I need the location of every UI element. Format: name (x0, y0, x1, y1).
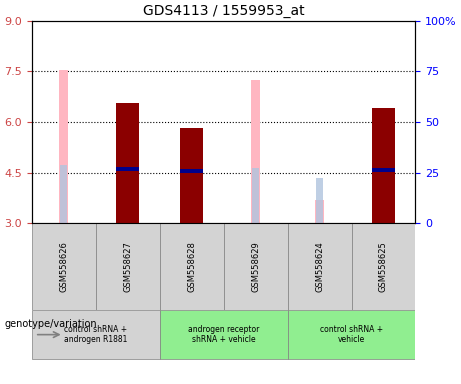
Bar (117, 167, 139, 170)
Bar (372, 168, 395, 172)
Bar (180, 169, 203, 173)
Text: genotype/variation: genotype/variation (5, 319, 97, 329)
Text: GSM558628: GSM558628 (187, 242, 196, 292)
Text: GSM558624: GSM558624 (315, 242, 324, 292)
Bar (59, 70, 68, 223)
FancyBboxPatch shape (32, 223, 95, 310)
Bar (117, 103, 139, 223)
Text: GSM558627: GSM558627 (123, 242, 132, 292)
Text: GSM558629: GSM558629 (251, 242, 260, 292)
FancyBboxPatch shape (95, 223, 160, 310)
Bar (372, 108, 395, 223)
Text: GSM558626: GSM558626 (59, 242, 68, 292)
Bar (251, 80, 260, 223)
Bar (315, 200, 325, 223)
FancyBboxPatch shape (288, 310, 415, 359)
Text: control shRNA +
androgen R1881: control shRNA + androgen R1881 (64, 325, 127, 344)
Bar (180, 128, 203, 223)
FancyBboxPatch shape (160, 223, 224, 310)
Title: GDS4113 / 1559953_at: GDS4113 / 1559953_at (143, 4, 304, 18)
FancyBboxPatch shape (32, 310, 160, 359)
Bar (252, 167, 260, 223)
Text: control shRNA +
vehicle: control shRNA + vehicle (320, 325, 383, 344)
Bar (316, 178, 323, 223)
FancyBboxPatch shape (288, 223, 351, 310)
FancyBboxPatch shape (160, 310, 288, 359)
Bar (60, 165, 67, 223)
FancyBboxPatch shape (224, 223, 288, 310)
Text: androgen receptor
shRNA + vehicle: androgen receptor shRNA + vehicle (188, 325, 259, 344)
Text: GSM558625: GSM558625 (379, 242, 388, 292)
FancyBboxPatch shape (351, 223, 415, 310)
